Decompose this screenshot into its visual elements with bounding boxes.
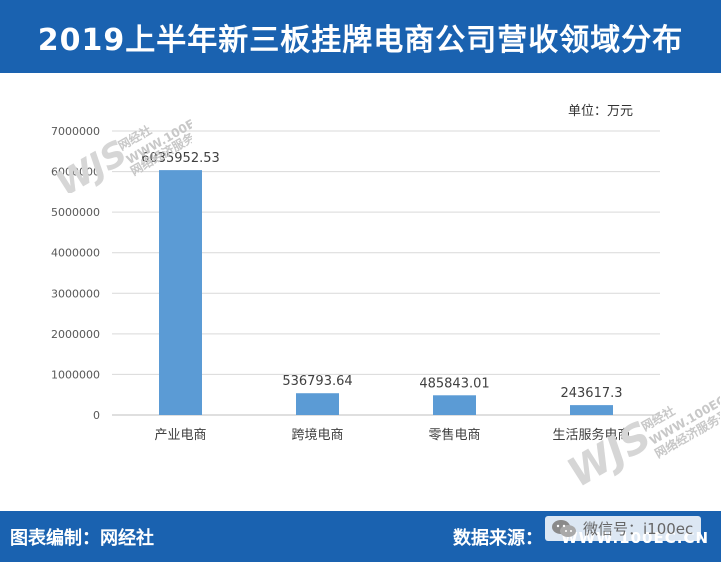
wechat-icon (552, 519, 576, 537)
chart-header: 2019上半年新三板挂牌电商公司营收领域分布 (0, 0, 721, 73)
x-axis-ticks: 产业电商 跨境电商 零售电商 生活服务电商 (154, 427, 630, 443)
data-label: 243617.3 (560, 386, 622, 401)
data-label: 6035952.53 (141, 151, 220, 166)
bar-layer (159, 170, 613, 415)
bar (570, 405, 613, 415)
data-label: 485843.01 (419, 376, 489, 391)
unit-label: 单位：万元 (567, 104, 633, 119)
bar (159, 170, 202, 415)
chart-title: 2019上半年新三板挂牌电商公司营收领域分布 (37, 22, 684, 58)
y-tick-label: 2000000 (51, 328, 100, 341)
data-label: 536793.64 (282, 374, 352, 389)
wechat-label: 微信号：i100ec (583, 520, 694, 538)
y-tick-label: 6000000 (51, 166, 100, 179)
bar (296, 393, 339, 415)
x-tick-label: 生活服务电商 (552, 427, 630, 443)
y-tick-label: 1000000 (51, 368, 100, 381)
x-tick-label: 产业电商 (154, 428, 206, 443)
chart-area: 单位：万元 0 1000000 2000000 3000000 4000000 50000… (0, 73, 721, 511)
y-tick-label: 4000000 (51, 247, 100, 260)
footer-credit: 图表编制：网经社 (10, 528, 154, 549)
bar (433, 395, 476, 415)
footer-source: 数据来源： (453, 528, 543, 549)
y-axis-ticks: 0 1000000 2000000 3000000 4000000 5000000 6000… (51, 125, 100, 422)
x-tick-label: 跨境电商 (291, 428, 343, 443)
y-tick-label: 0 (93, 409, 100, 422)
y-tick-label: 5000000 (51, 206, 100, 219)
wechat-badge: 微信号：i100ec (545, 516, 702, 541)
y-tick-label: 7000000 (51, 125, 100, 138)
grid-layer (112, 130, 660, 416)
data-labels: 6035952.53 536793.64 485843.01 243617.3 (141, 151, 622, 401)
bar-chart: 0 1000000 2000000 3000000 4000000 5000000 6000… (51, 125, 660, 443)
y-tick-label: 3000000 (51, 287, 100, 300)
x-tick-label: 零售电商 (428, 427, 480, 443)
